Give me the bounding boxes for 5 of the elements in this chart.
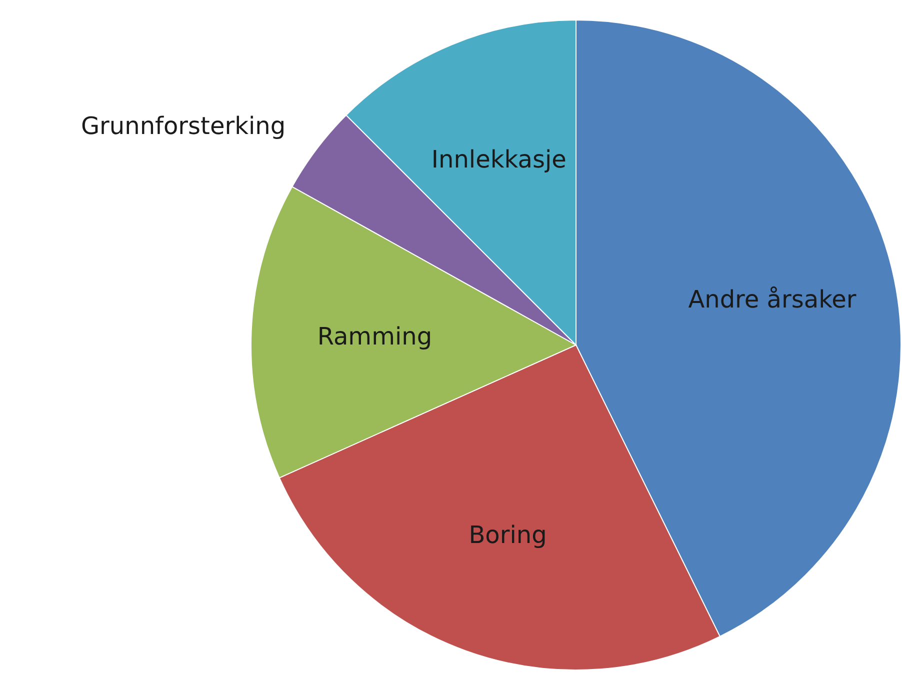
slice-label: Andre årsaker (688, 286, 856, 314)
slice-label: Grunnforsterking (80, 112, 286, 140)
slice-label: Innlekkasje (431, 145, 566, 174)
slice-label: Ramming (317, 322, 432, 351)
slice-label: Boring (468, 520, 547, 549)
